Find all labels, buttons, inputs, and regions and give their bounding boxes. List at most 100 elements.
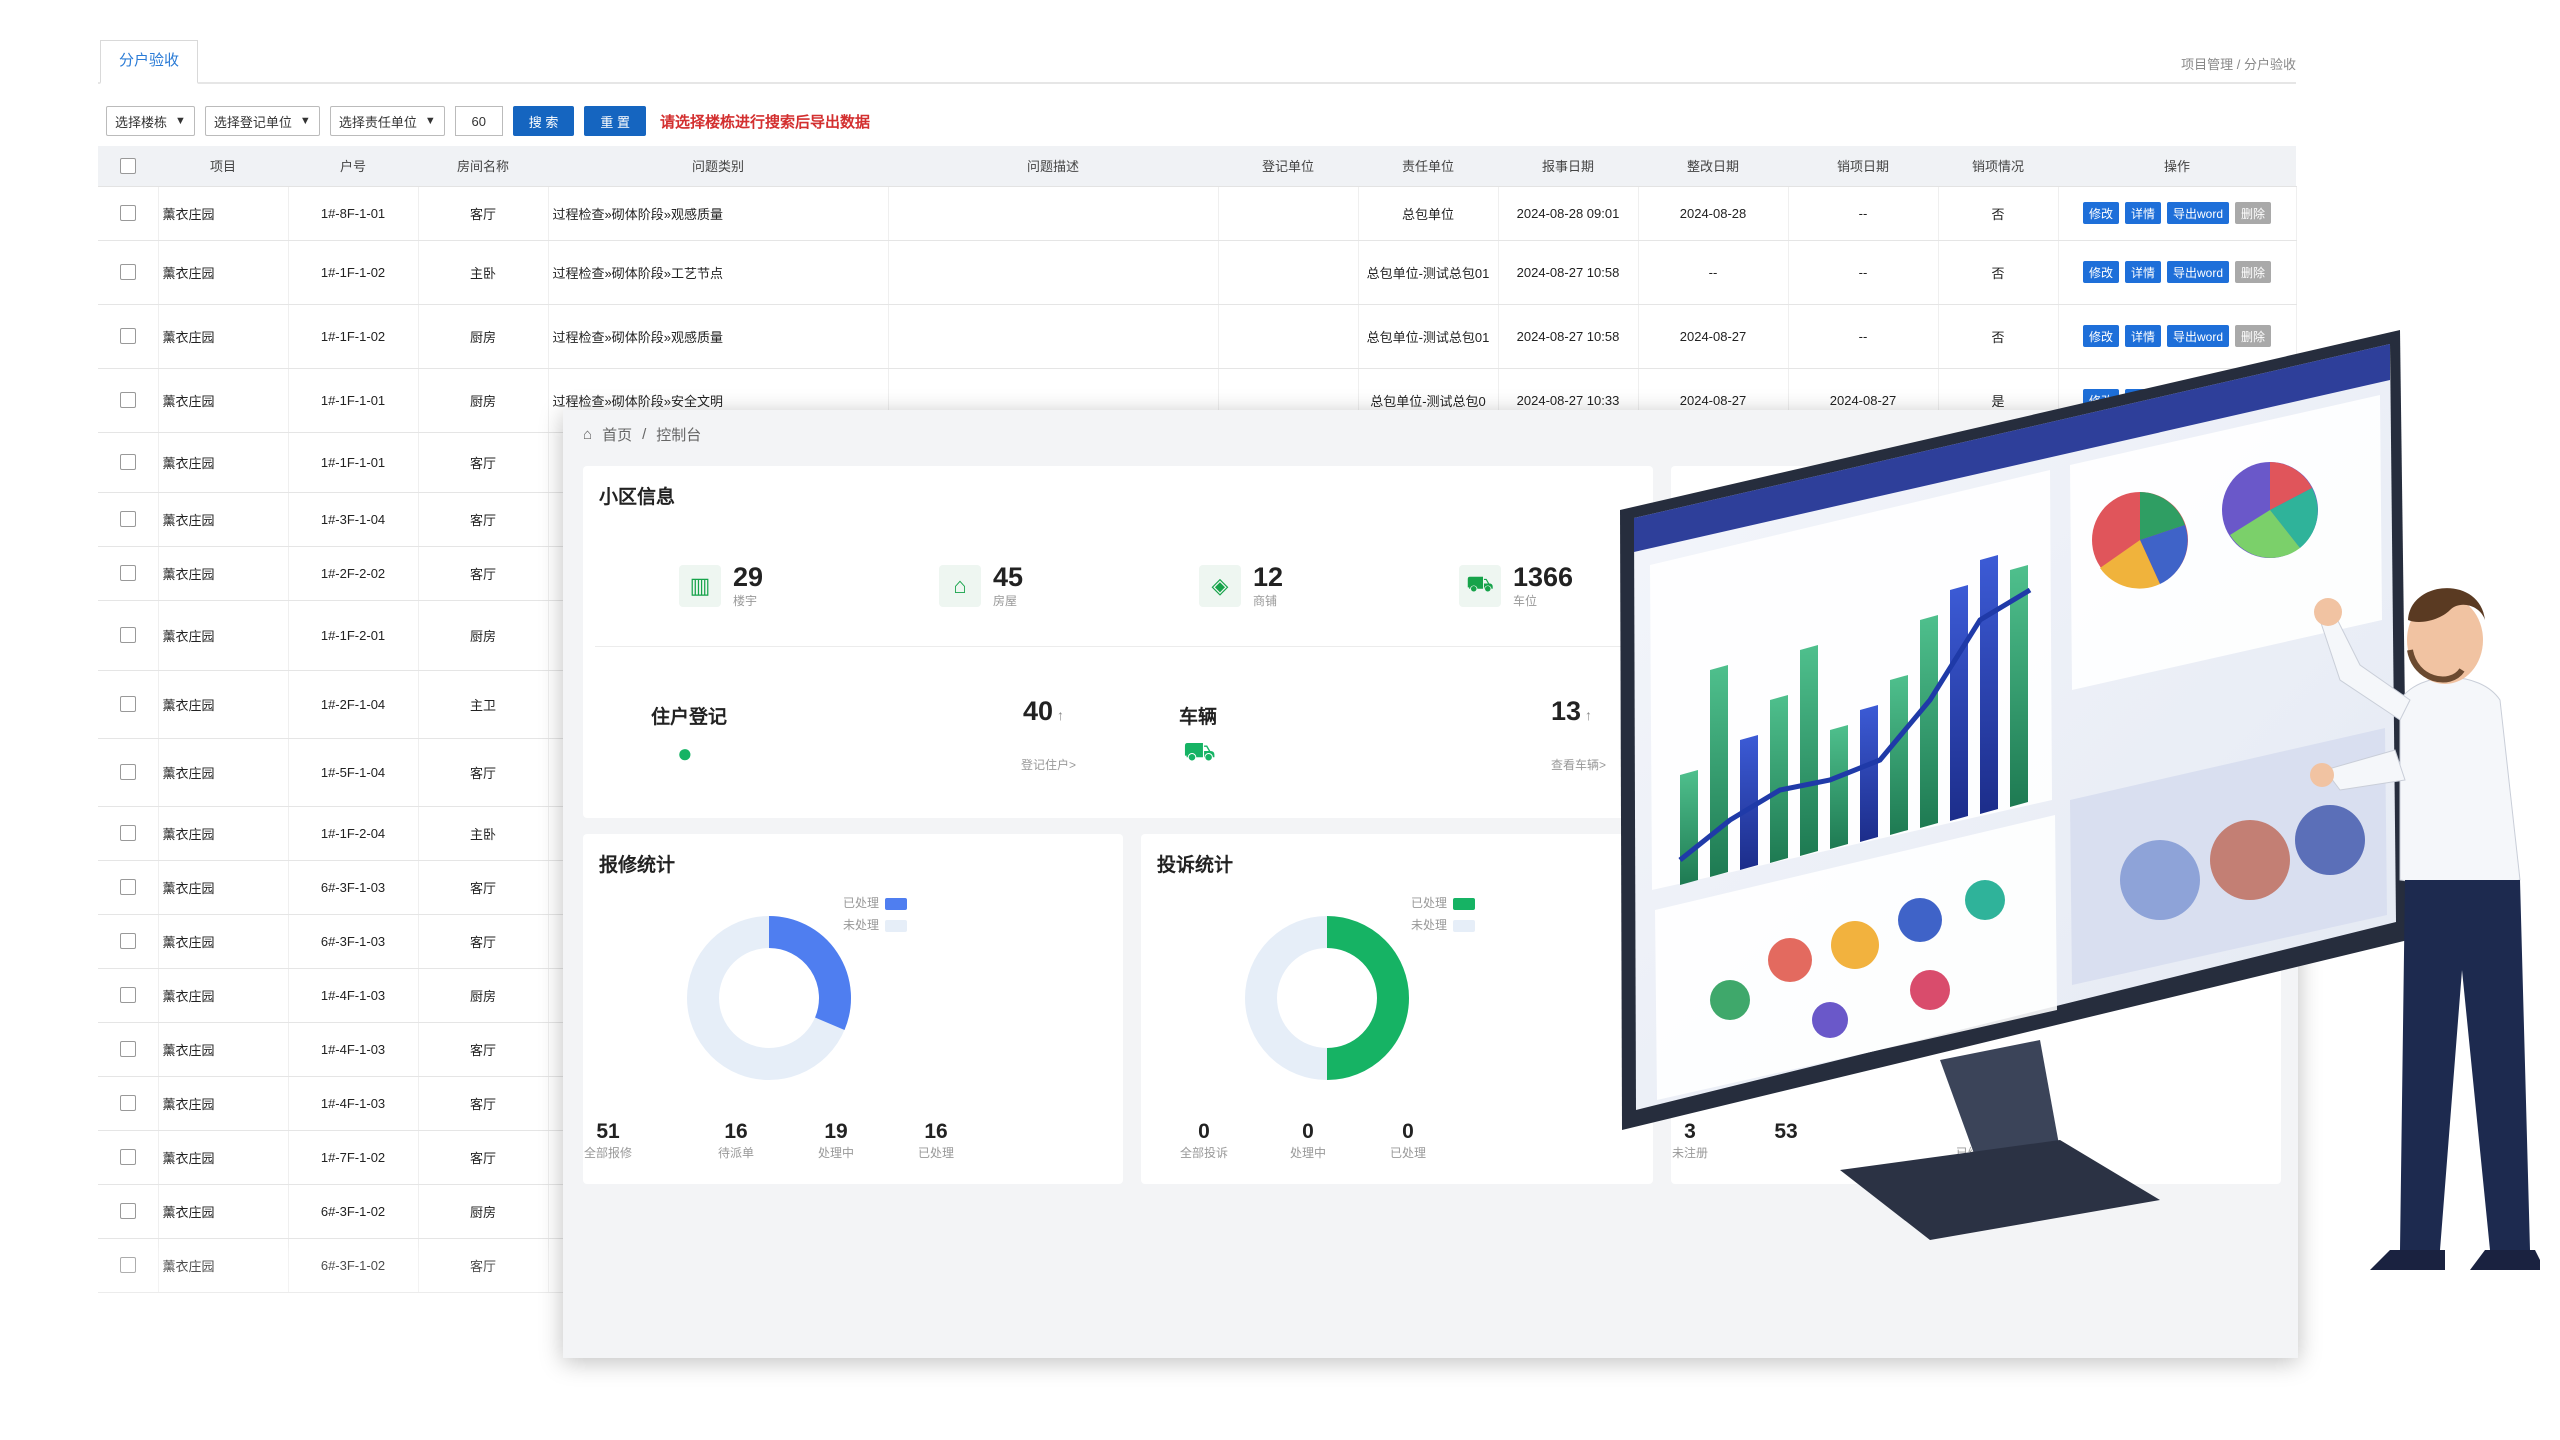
cell-room: 客厅	[418, 860, 549, 915]
export-word-button[interactable]: 导出word	[2167, 261, 2230, 283]
row-checkbox[interactable]	[119, 328, 136, 345]
hand	[2314, 598, 2342, 626]
breadcrumb: 项目管理 / 分户验收	[2181, 57, 2296, 72]
cell-unit: 6#-3F-1-03	[288, 914, 419, 969]
delete-button[interactable]: 删除	[2235, 202, 2272, 224]
footer-stat: 19 处理中	[791, 1120, 881, 1161]
cell-room: 主卧	[418, 806, 549, 861]
cell-resp-unit: 总包单位	[1358, 186, 1499, 241]
cell-room: 厨房	[418, 968, 549, 1023]
repair-card: 报修统计 已处理 未处理 51 全部报修 16 待派单 19 处理中 16 已处理	[583, 834, 1123, 1184]
breadcrumb-current: 控制台	[656, 427, 702, 444]
checkbox-cell[interactable]	[98, 860, 159, 915]
beard	[2407, 649, 2465, 683]
col-header: 销项日期	[1788, 146, 1938, 187]
edit-button[interactable]: 修改	[2082, 325, 2119, 347]
cell-room: 客厅	[418, 1022, 549, 1077]
edit-button[interactable]: 修改	[2082, 202, 2119, 224]
page-size-input[interactable]: 60	[454, 106, 503, 136]
stat-value: 1366	[1513, 562, 1574, 592]
checkbox-cell[interactable]	[98, 1076, 159, 1131]
row-checkbox[interactable]	[119, 696, 136, 713]
building-select[interactable]: 选择楼栋 ▼	[106, 106, 195, 136]
row-checkbox[interactable]	[119, 392, 136, 409]
footer-stat-value: 51	[596, 1120, 620, 1143]
row-checkbox[interactable]	[119, 987, 136, 1004]
col-header: 项目	[158, 146, 288, 187]
edit-button[interactable]: 修改	[2082, 261, 2119, 283]
search-button[interactable]: 搜 索	[512, 106, 575, 136]
checkbox-cell[interactable]	[98, 1022, 159, 1077]
export-word-button[interactable]: 导出word	[2167, 202, 2230, 224]
row-checkbox[interactable]	[119, 511, 136, 528]
register-unit-select[interactable]: 选择登记单位 ▼	[204, 106, 320, 136]
bar	[1980, 555, 1998, 814]
row-checkbox[interactable]	[119, 1149, 136, 1166]
vehicle-link[interactable]: 查看车辆>	[1551, 758, 1607, 772]
row-checkbox[interactable]	[119, 264, 136, 281]
vehicle-label: 车辆	[1179, 707, 1218, 728]
checkbox-cell[interactable]	[98, 670, 159, 739]
delete-button[interactable]: 删除	[2235, 325, 2272, 347]
breadcrumb-home[interactable]: 首页	[602, 427, 633, 444]
detail-button[interactable]: 详情	[2124, 261, 2161, 283]
cell-category: 过程检查»砌体阶段»观感质量	[548, 304, 889, 369]
checkbox-cell[interactable]	[98, 432, 159, 493]
checkbox-cell[interactable]	[98, 240, 159, 305]
cell-project: 薰衣庄园	[158, 738, 289, 807]
row-checkbox[interactable]	[119, 933, 136, 950]
detail-button[interactable]: 详情	[2124, 202, 2161, 224]
delete-button[interactable]: 删除	[2235, 261, 2272, 283]
select-all-cell[interactable]	[98, 146, 158, 187]
bubble	[1768, 938, 1812, 982]
checkbox-cell[interactable]	[98, 1184, 159, 1239]
cell-unit: 1#-2F-1-04	[288, 670, 419, 739]
checkbox-cell[interactable]	[98, 368, 159, 433]
cell-project: 薰衣庄园	[158, 914, 289, 969]
checkbox-cell[interactable]	[98, 806, 159, 861]
footer-stat-value: 53	[1774, 1120, 1798, 1143]
row-checkbox[interactable]	[119, 879, 136, 896]
checkbox-cell[interactable]	[98, 1130, 159, 1185]
checkbox-cell[interactable]	[98, 546, 159, 601]
row-checkbox[interactable]	[119, 627, 136, 644]
footer-stat: 0 处理中	[1263, 1120, 1353, 1161]
checkbox-cell[interactable]	[98, 304, 159, 369]
checkbox-cell[interactable]	[98, 914, 159, 969]
row-checkbox[interactable]	[119, 1095, 136, 1112]
cell-room: 客厅	[418, 914, 549, 969]
row-checkbox[interactable]	[119, 565, 136, 582]
checkbox-cell[interactable]	[98, 492, 159, 547]
export-word-button[interactable]: 导出word	[2167, 325, 2230, 347]
cell-project: 薰衣庄园	[158, 368, 289, 433]
row-checkbox[interactable]	[119, 1041, 136, 1058]
cell-project: 薰衣庄园	[158, 968, 289, 1023]
tab-acceptance[interactable]: 分户验收	[100, 40, 199, 84]
row-checkbox[interactable]	[119, 825, 136, 842]
reset-button[interactable]: 重 置	[584, 106, 646, 136]
footer-stat: 3 未注册	[1645, 1120, 1735, 1161]
checkbox-cell[interactable]	[98, 186, 159, 241]
cell-register-unit	[1218, 186, 1359, 241]
select-all-checkbox[interactable]	[120, 158, 136, 175]
checkbox-cell[interactable]	[98, 600, 159, 671]
stat-label: 商铺	[1253, 594, 1278, 608]
row-checkbox[interactable]	[119, 205, 136, 222]
row-checkbox[interactable]	[119, 454, 136, 471]
bar-chart-bars	[1680, 555, 2028, 885]
resident-link[interactable]: 登记住户>	[1021, 758, 1077, 772]
row-checkbox[interactable]	[119, 1203, 136, 1220]
detail-button[interactable]: 详情	[2124, 325, 2161, 347]
checkbox-cell[interactable]	[98, 738, 159, 807]
dashboard-breadcrumb: ⌂ 首页 / 控制台	[583, 424, 701, 445]
cell-room: 客厅	[418, 1076, 549, 1131]
checkbox-cell[interactable]	[98, 968, 159, 1023]
col-header: 销项情况	[1938, 146, 2058, 187]
cell-unit: 1#-4F-1-03	[288, 1022, 419, 1077]
bar	[1740, 735, 1758, 870]
footer-stat: 0 全部投诉	[1159, 1120, 1249, 1161]
row-checkbox[interactable]	[119, 764, 136, 781]
house-icon: ⌂	[939, 564, 981, 607]
resp-unit-select[interactable]: 选择责任单位 ▼	[329, 106, 445, 136]
legend-pending-label: 未处理	[843, 918, 880, 932]
